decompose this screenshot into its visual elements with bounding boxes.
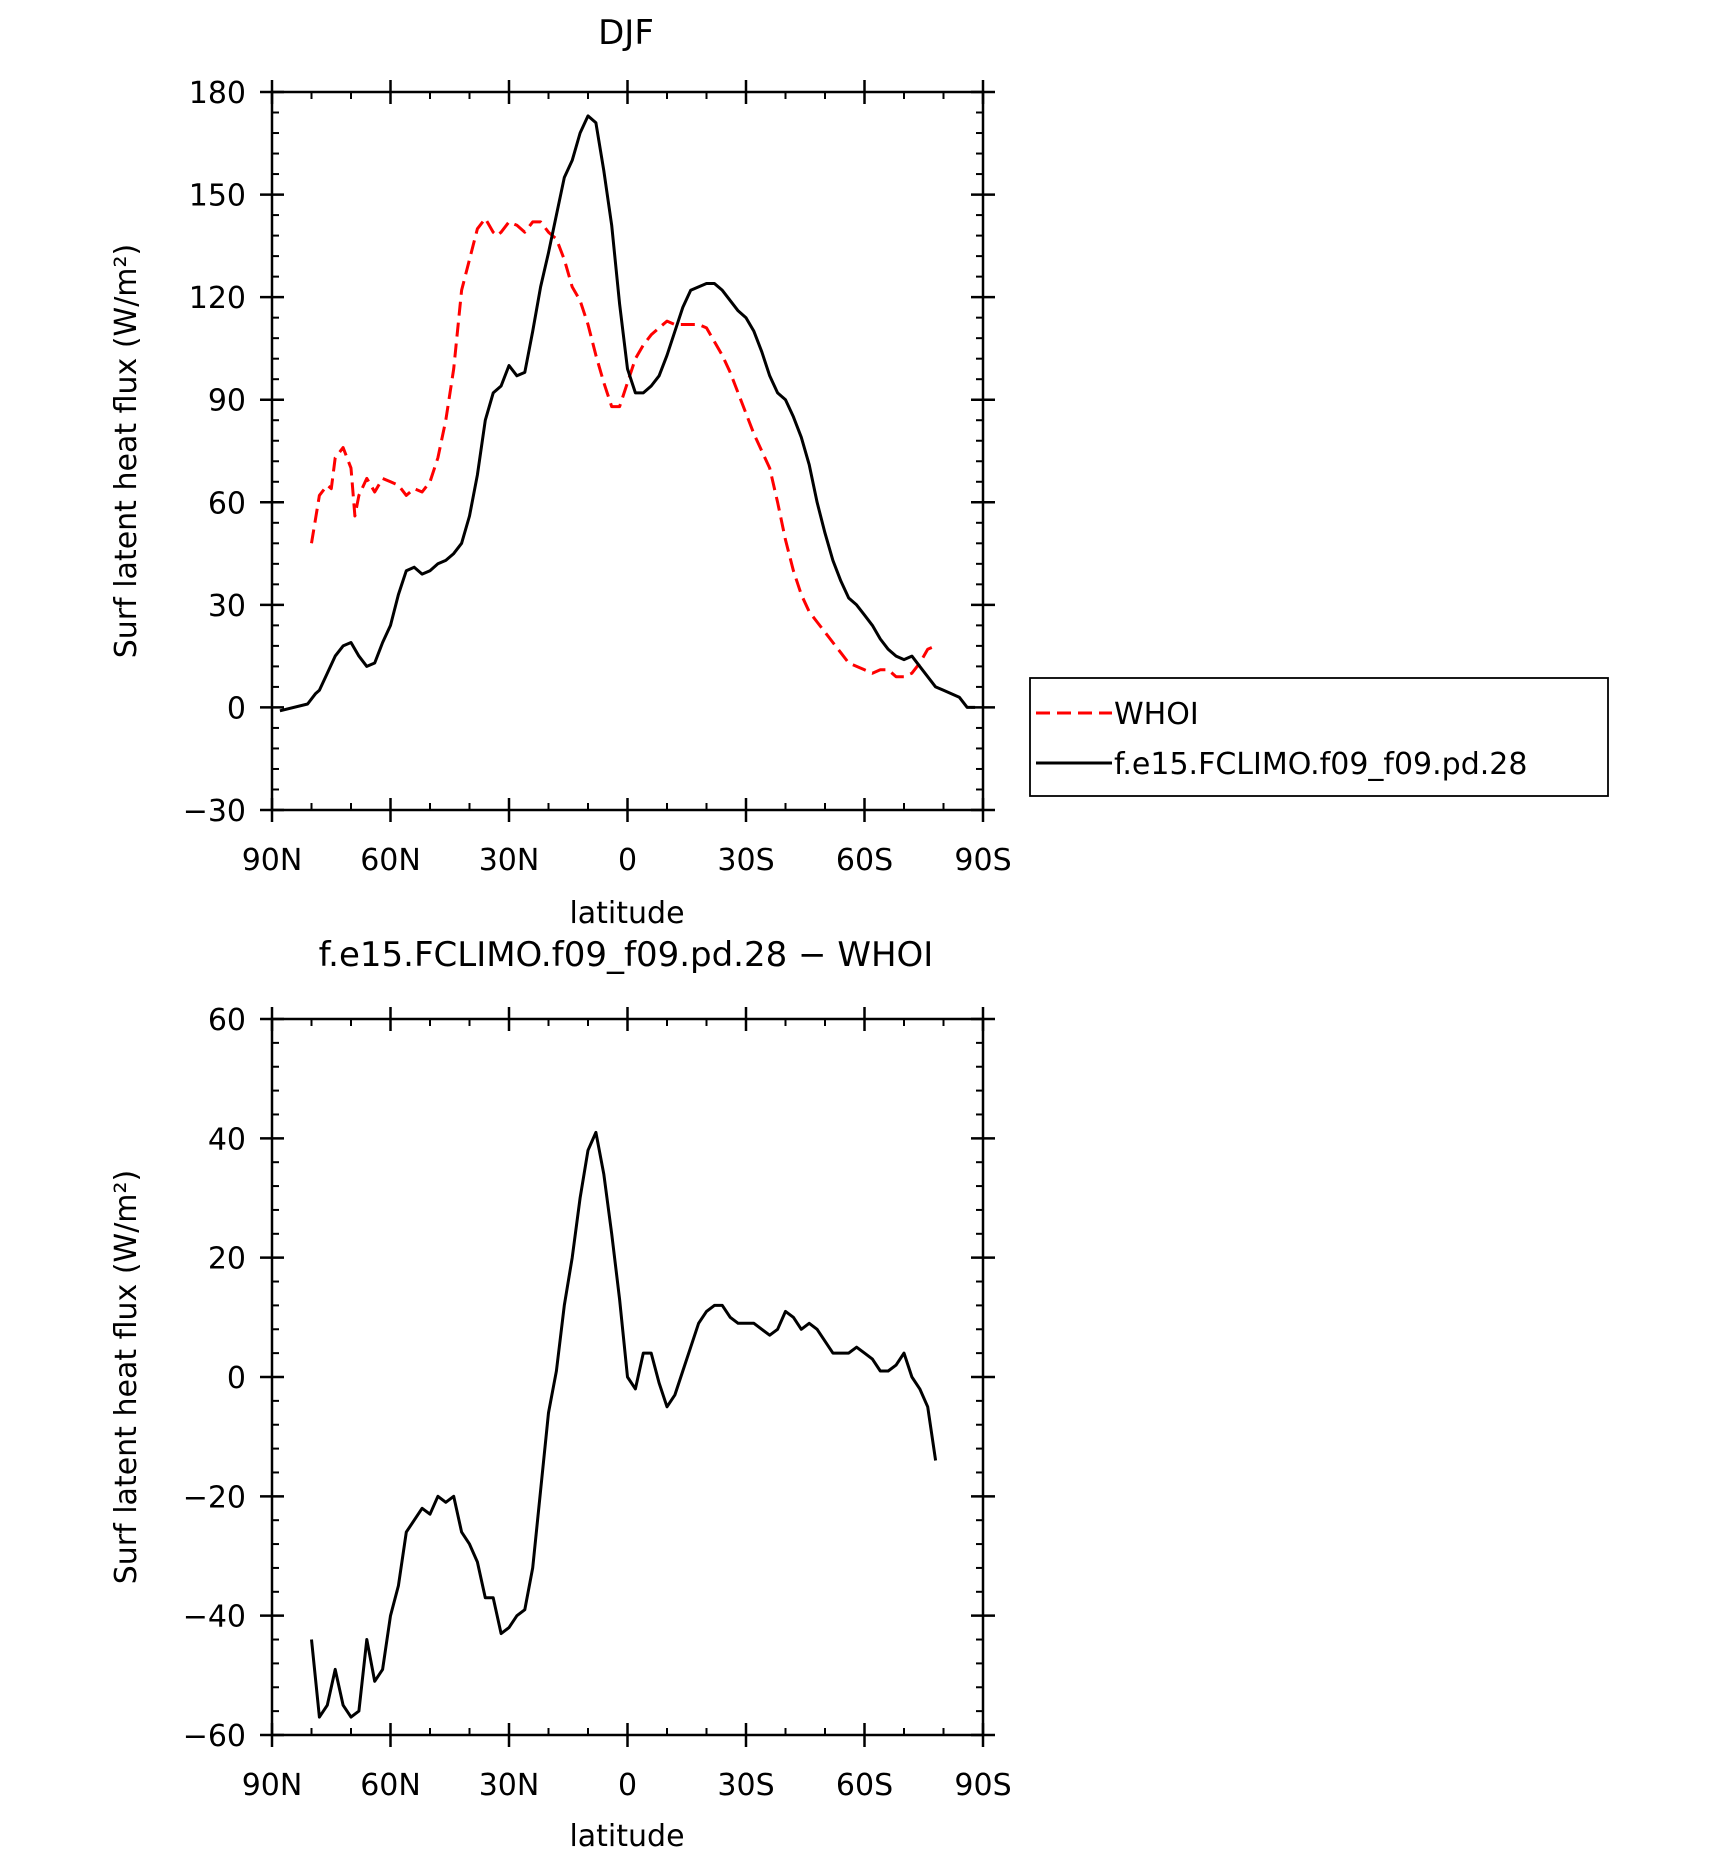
legend-label-model: f.e15.FCLIMO.f09_f09.pd.28: [1114, 747, 1527, 782]
top-ytick-label: 30: [208, 589, 246, 624]
top-xtick-label: 30S: [717, 843, 774, 878]
top-xtick-label: 60N: [360, 843, 421, 878]
bottom-ytick-label: −60: [183, 1719, 246, 1754]
top-tick-marks: [260, 80, 995, 822]
top-series-line-0: [310, 217, 937, 679]
top-x-axis-label: latitude: [569, 896, 684, 931]
top-y-axis-label: Surf latent heat flux (W/m²): [109, 244, 144, 659]
top-series-group: [279, 114, 976, 713]
top-ytick-label: 90: [208, 384, 246, 419]
bottom-series-group: [310, 1130, 938, 1719]
top-ytick-label: 120: [189, 281, 246, 316]
top-x-tick-labels: 90N 60N 30N 0 30S 60S 90S: [242, 843, 1012, 878]
top-ytick-label: −30: [183, 794, 246, 829]
bottom-xtick-label: 30S: [717, 1768, 774, 1803]
top-ytick-label: 180: [189, 76, 246, 111]
bottom-xtick-label: 60S: [836, 1768, 893, 1803]
top-xtick-label: 60S: [836, 843, 893, 878]
bottom-xtick-label: 90N: [242, 1768, 303, 1803]
bottom-xtick-label: 30N: [479, 1768, 540, 1803]
top-y-tick-labels: −30 0 30 60 90 120 150 180: [183, 76, 246, 829]
bottom-ytick-label: 60: [208, 1003, 246, 1038]
legend-box: [1029, 677, 1609, 797]
bottom-x-tick-labels: 90N 60N 30N 0 30S 60S 90S: [242, 1768, 1012, 1803]
legend-label-whoi: WHOI: [1114, 697, 1199, 732]
top-xtick-label: 30N: [479, 843, 540, 878]
bottom-ytick-label: 20: [208, 1242, 246, 1277]
top-ytick-label: 0: [227, 691, 246, 726]
top-xtick-label: 90N: [242, 843, 303, 878]
bottom-ytick-label: 0: [227, 1361, 246, 1396]
bottom-xtick-label: 90S: [954, 1768, 1011, 1803]
bottom-chart-title: f.e15.FCLIMO.f09_f09.pd.28 − WHOI: [319, 935, 934, 975]
top-chart-title: DJF: [598, 13, 654, 53]
top-panel: DJF −30 0 30 60 90 120 150 180 90N 60N 30N 0 30S 60S…: [109, 13, 1609, 931]
bottom-x-axis-label: latitude: [569, 1819, 684, 1850]
bottom-panel: f.e15.FCLIMO.f09_f09.pd.28 − WHOI −60 −40…: [109, 935, 1012, 1850]
bottom-plot-frame: [270, 1017, 985, 1737]
bottom-series-line-0: [310, 1130, 938, 1719]
bottom-xtick-label: 60N: [360, 1768, 421, 1803]
bottom-xtick-label: 0: [618, 1768, 637, 1803]
top-xtick-label: 0: [618, 843, 637, 878]
bottom-ytick-label: −20: [183, 1480, 246, 1515]
top-plot-frame: [270, 90, 985, 812]
top-ytick-label: 150: [189, 179, 246, 214]
bottom-y-tick-labels: −60 −40 −20 0 20 40 60: [183, 1003, 246, 1754]
bottom-ytick-label: −40: [183, 1600, 246, 1635]
legend: WHOI f.e15.FCLIMO.f09_f09.pd.28: [1029, 677, 1609, 797]
top-series-line-1: [279, 114, 976, 713]
top-ytick-label: 60: [208, 486, 246, 521]
top-xtick-label: 90S: [954, 843, 1011, 878]
bottom-ytick-label: 40: [208, 1122, 246, 1157]
bottom-y-axis-label: Surf latent heat flux (W/m²): [109, 1170, 144, 1585]
